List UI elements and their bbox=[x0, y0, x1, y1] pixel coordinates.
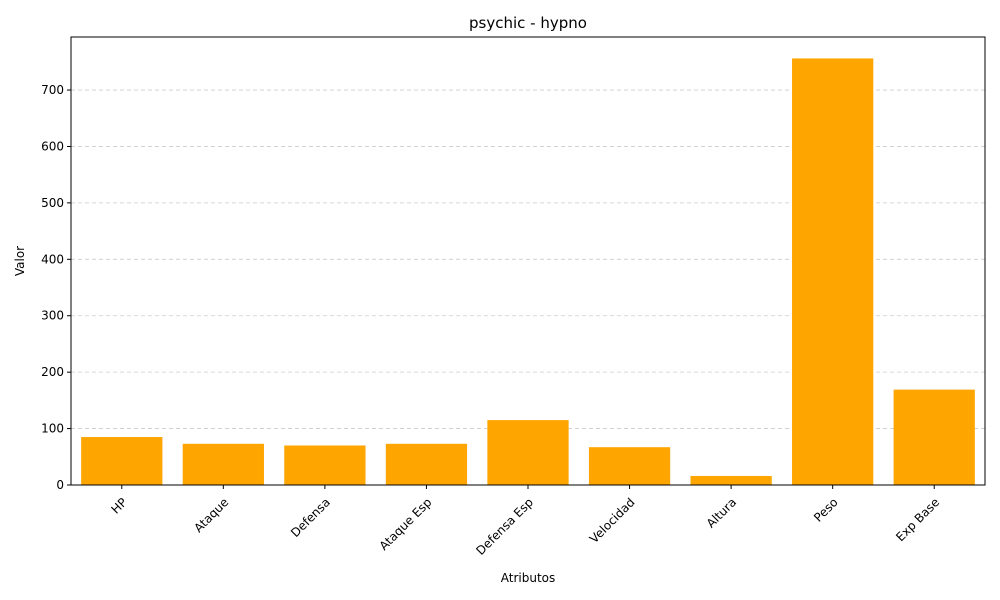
y-axis-ticks: 0 100 200 300 400 500 600 700 bbox=[41, 83, 71, 492]
bar-ataque-esp bbox=[385, 443, 468, 485]
bar-defensa-esp bbox=[487, 420, 569, 485]
y-axis-title: Valor bbox=[13, 246, 27, 276]
y-tick-label: 100 bbox=[41, 422, 64, 436]
y-tick-label: 300 bbox=[41, 309, 64, 323]
bar-hp bbox=[81, 437, 163, 485]
bar-peso bbox=[792, 58, 874, 486]
bar-altura bbox=[690, 475, 772, 485]
bar-defensa bbox=[284, 445, 366, 485]
y-tick-label: 500 bbox=[41, 196, 64, 210]
bar-exp-base bbox=[893, 389, 975, 485]
bar-ataque bbox=[182, 443, 264, 485]
y-tick-label: 700 bbox=[41, 83, 64, 97]
y-tick-label: 400 bbox=[41, 252, 64, 266]
bar-velocidad bbox=[588, 447, 671, 485]
y-tick-label: 0 bbox=[56, 478, 64, 492]
y-tick-label: 600 bbox=[41, 139, 64, 153]
chart-title: psychic - hypno bbox=[469, 14, 587, 32]
y-tick-label: 200 bbox=[41, 365, 64, 379]
x-axis-title: Atributos bbox=[501, 571, 556, 585]
bars bbox=[81, 58, 975, 486]
